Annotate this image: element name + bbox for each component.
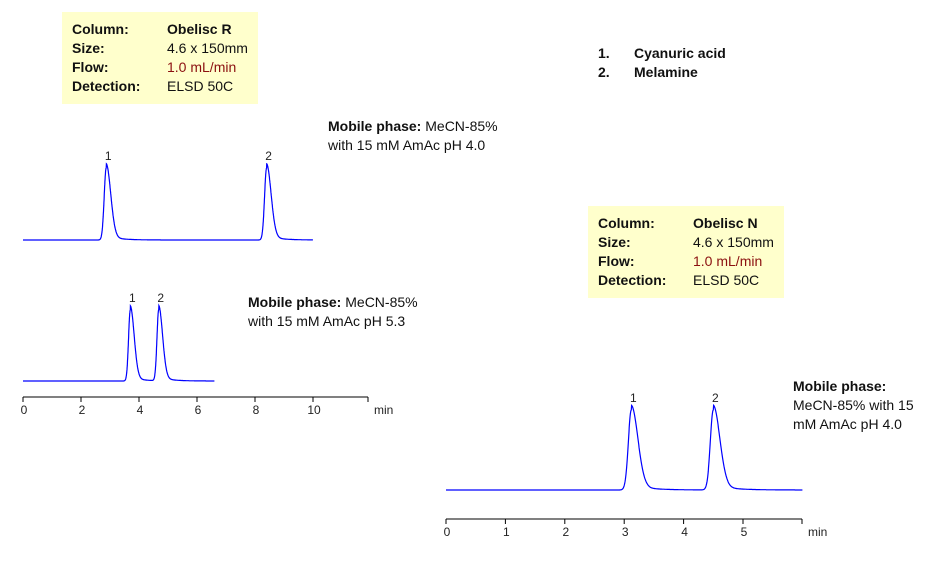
info-value: 1.0 mL/min: [167, 59, 237, 75]
legend-num: 2.: [598, 64, 610, 80]
peak-label: 2: [157, 291, 164, 305]
x-axis-unit: min: [374, 403, 393, 417]
legend-num: 1.: [598, 45, 610, 61]
x-tick-label: 0: [21, 403, 28, 417]
x-tick-label: 10: [307, 403, 321, 417]
x-tick-label: 5: [741, 525, 748, 539]
column-info-obelisc-n: Column: Obelisc N Size: 4.6 x 150mm Flow: 1…: [588, 206, 784, 298]
mobile-phase-1: Mobile phase: MeCN-85% with 15 mM AmAc p…: [328, 117, 503, 155]
info-label: Flow:: [72, 59, 109, 75]
compound-legend: 1. Cyanuric acid 2. Melamine: [598, 44, 726, 82]
x-tick-label: 3: [622, 525, 629, 539]
mp-label: Mobile phase:: [328, 118, 422, 134]
trace-line: [446, 403, 803, 491]
info-value: Obelisc N: [693, 215, 758, 231]
info-value: 4.6 x 150mm: [693, 234, 774, 250]
peak-label: 2: [265, 149, 272, 163]
x-tick-label: 4: [681, 525, 688, 539]
mobile-phase-2: Mobile phase: MeCN-85% with 15 mM AmAc p…: [248, 293, 423, 331]
peak-label: 1: [630, 391, 637, 405]
x-tick-label: 4: [137, 403, 144, 417]
info-value: Obelisc R: [167, 21, 232, 37]
info-label: Flow:: [598, 253, 635, 269]
info-label: Detection:: [598, 272, 667, 288]
trace-line: [23, 303, 215, 382]
mp-label: Mobile phase:: [248, 294, 342, 310]
x-tick-label: 1: [503, 525, 510, 539]
legend-name: Melamine: [634, 64, 698, 80]
mp-text: MeCN-85% with 15 mM AmAc pH 4.0: [793, 397, 914, 432]
info-value: 1.0 mL/min: [693, 253, 763, 269]
info-label: Size:: [72, 40, 105, 56]
trace-line: [23, 162, 313, 241]
column-info-obelisc-r: Column: Obelisc R Size: 4.6 x 150mm Flow: 1…: [62, 12, 258, 104]
peak-label: 1: [105, 149, 112, 163]
legend-item: 1. Cyanuric acid: [598, 44, 726, 63]
mobile-phase-3: Mobile phase: MeCN-85% with 15 mM AmAc p…: [793, 377, 918, 434]
info-value: ELSD 50C: [167, 78, 234, 94]
x-tick-label: 0: [444, 525, 451, 539]
x-tick-label: 2: [79, 403, 86, 417]
mp-text: MeCN-85% with 15 mM AmAc pH 5.3: [248, 294, 418, 329]
info-label: Column:: [72, 21, 129, 37]
x-tick-label: 6: [195, 403, 202, 417]
mp-label: Mobile phase:: [793, 378, 887, 394]
info-label: Column:: [598, 215, 655, 231]
peak-label: 2: [712, 391, 719, 405]
info-value: ELSD 50C: [693, 272, 760, 288]
x-tick-label: 8: [253, 403, 260, 417]
peak-label: 1: [129, 291, 136, 305]
legend-item: 2. Melamine: [598, 63, 726, 82]
mp-text: MeCN-85% with 15 mM AmAc pH 4.0: [328, 118, 498, 153]
info-value: 4.6 x 150mm: [167, 40, 248, 56]
x-tick-label: 2: [562, 525, 569, 539]
legend-name: Cyanuric acid: [634, 45, 726, 61]
info-label: Detection:: [72, 78, 141, 94]
x-axis-unit: min: [808, 525, 827, 539]
info-label: Size:: [598, 234, 631, 250]
